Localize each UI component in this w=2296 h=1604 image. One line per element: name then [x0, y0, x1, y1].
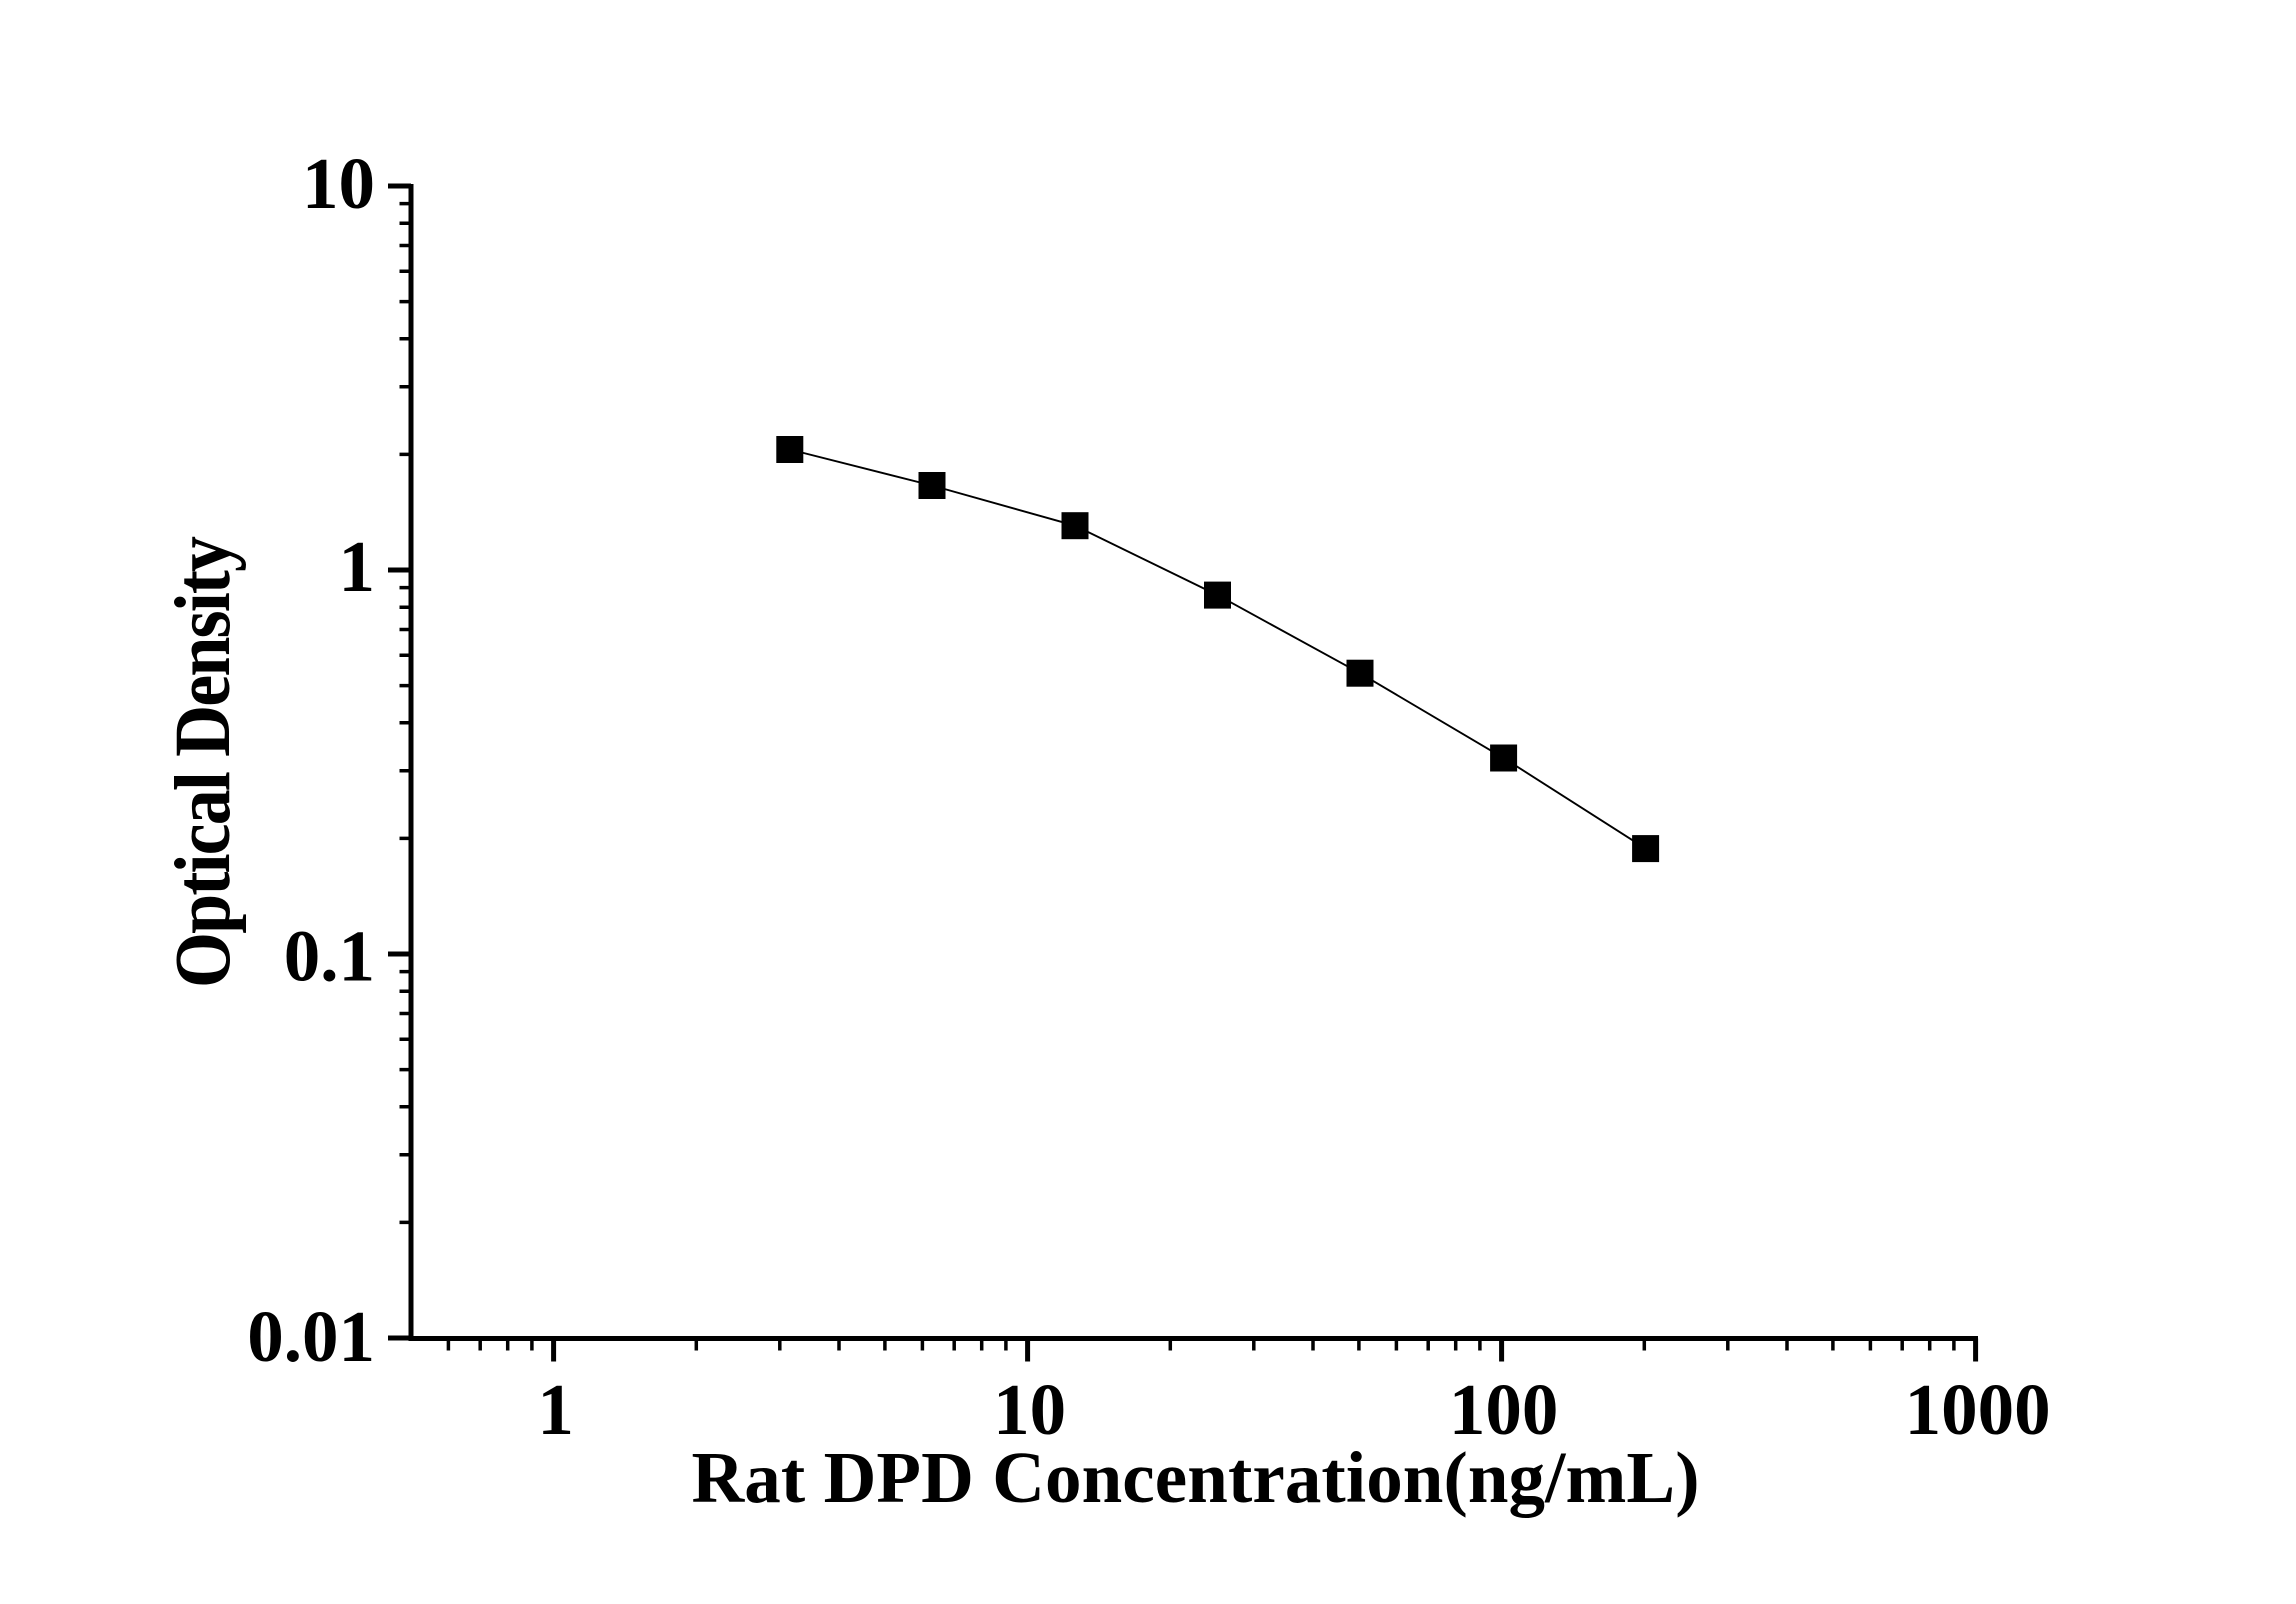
- svg-text:Rat DPD Concentration(ng/mL): Rat DPD Concentration(ng/mL): [692, 1437, 1700, 1518]
- svg-text:10: 10: [302, 143, 375, 224]
- svg-text:10: 10: [993, 1369, 1066, 1450]
- svg-text:0.01: 0.01: [247, 1296, 375, 1377]
- svg-text:1: 1: [339, 526, 376, 607]
- svg-text:Optical Density: Optical Density: [160, 536, 247, 988]
- svg-text:1000: 1000: [1905, 1369, 2051, 1450]
- svg-text:100: 100: [1449, 1369, 1559, 1450]
- svg-text:0.1: 0.1: [284, 916, 375, 997]
- svg-text:1: 1: [537, 1369, 574, 1450]
